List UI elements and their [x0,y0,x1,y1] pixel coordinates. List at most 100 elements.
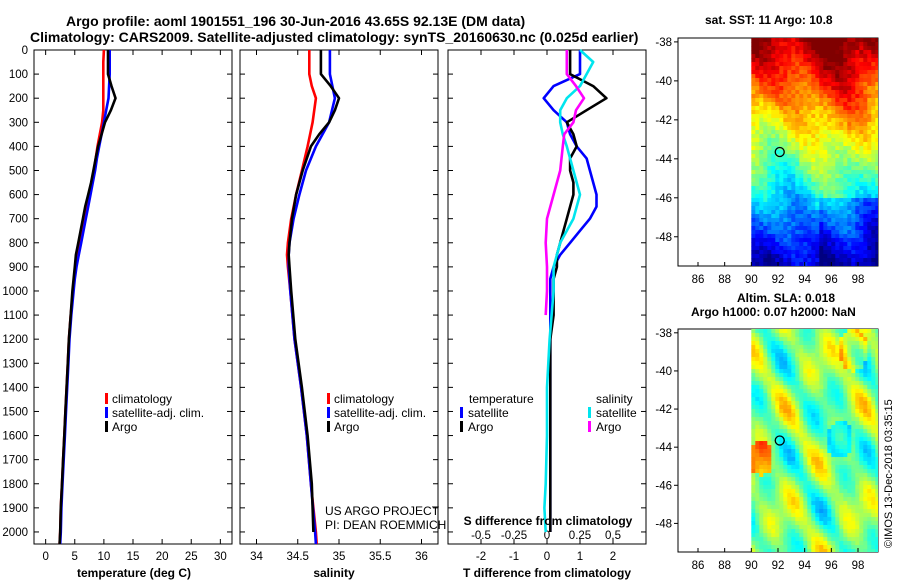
map-cell [835,357,840,362]
map-cell [771,341,776,346]
map-cell [835,525,840,530]
map-cell [763,461,768,466]
map-cell [783,461,788,466]
map-cell [843,385,848,390]
map-cell [803,541,808,546]
map-cell [803,333,808,338]
map-cell [859,453,864,458]
map-cell [783,517,788,522]
map-cell [755,437,760,442]
map-cell [839,361,844,366]
map-cell [831,369,836,374]
map-cell [823,417,828,422]
map-cell [767,250,772,255]
map-cell [839,461,844,466]
map-cell [783,329,788,334]
map-cell [835,194,840,199]
map-cell [791,389,796,394]
map-cell [751,465,756,470]
map-cell [839,397,844,402]
map-cell [783,429,788,434]
map-cell [835,38,840,43]
map-cell [759,198,764,203]
map-cell [843,541,848,546]
map-cell [775,254,780,259]
map-cell [799,473,804,478]
map-cell [871,146,876,151]
map-cell [823,353,828,358]
map-cell [795,202,800,207]
map-cell [795,345,800,350]
map-cell [775,537,780,542]
map-cell [759,126,764,131]
map-cell [803,98,808,103]
map-cell [875,537,878,542]
map-cell [811,174,816,179]
map-cell [783,401,788,406]
map-cell [787,521,792,526]
map-cell [795,505,800,510]
map-cell [767,453,772,458]
map-cell [867,190,872,195]
map-cell [855,417,860,422]
map-cell [811,154,816,159]
map-cell [771,501,776,506]
map-cell [767,505,772,510]
map-cell [771,38,776,43]
map-cell [759,138,764,143]
map-cell [751,369,756,374]
map-cell [755,70,760,75]
map-cell [795,46,800,51]
map-cell [783,154,788,159]
map-cell [847,481,852,486]
map-cell [807,210,812,215]
map-cell [807,150,812,155]
map-cell [755,497,760,502]
map-cell [803,449,808,454]
map-cell [867,186,872,191]
map-cell [775,218,780,223]
map-cell [771,154,776,159]
map-cell [763,206,768,211]
map-cell [823,154,828,159]
map-cell [775,134,780,139]
map-cell [799,106,804,111]
map-cell [823,70,828,75]
map-cell [859,477,864,482]
map-cell [863,162,868,167]
map-cell [799,262,804,266]
map-cell [835,397,840,402]
map-cell [751,413,756,418]
map-cell [871,369,876,374]
map-cell [823,529,828,534]
map-cell [759,254,764,259]
map-cell [875,533,878,538]
map-cell [779,441,784,446]
map-cell [807,349,812,354]
map-cell [795,545,800,550]
map-cell [799,86,804,91]
map-cell [867,254,872,259]
map-cell [751,150,756,155]
map-cell [855,202,860,207]
map-cell [855,329,860,334]
map-cell [863,74,868,79]
map-cell [859,62,864,67]
temperature-panel: 0 5 10 15 20 25 30 [34,49,232,563]
map-cell [831,162,836,167]
map-cell [811,449,816,454]
map-cell [779,525,784,530]
map-cell [751,238,756,243]
map-cell [823,501,828,506]
map-cell [771,246,776,251]
map-cell [827,78,832,83]
map-cell [791,529,796,534]
map-cell [759,74,764,79]
map-cell [791,465,796,470]
map-cell [847,529,852,534]
map-cell [799,365,804,370]
map-cell [771,182,776,187]
map-cell [827,170,832,175]
map-cell [779,222,784,227]
map-cell [847,66,852,71]
